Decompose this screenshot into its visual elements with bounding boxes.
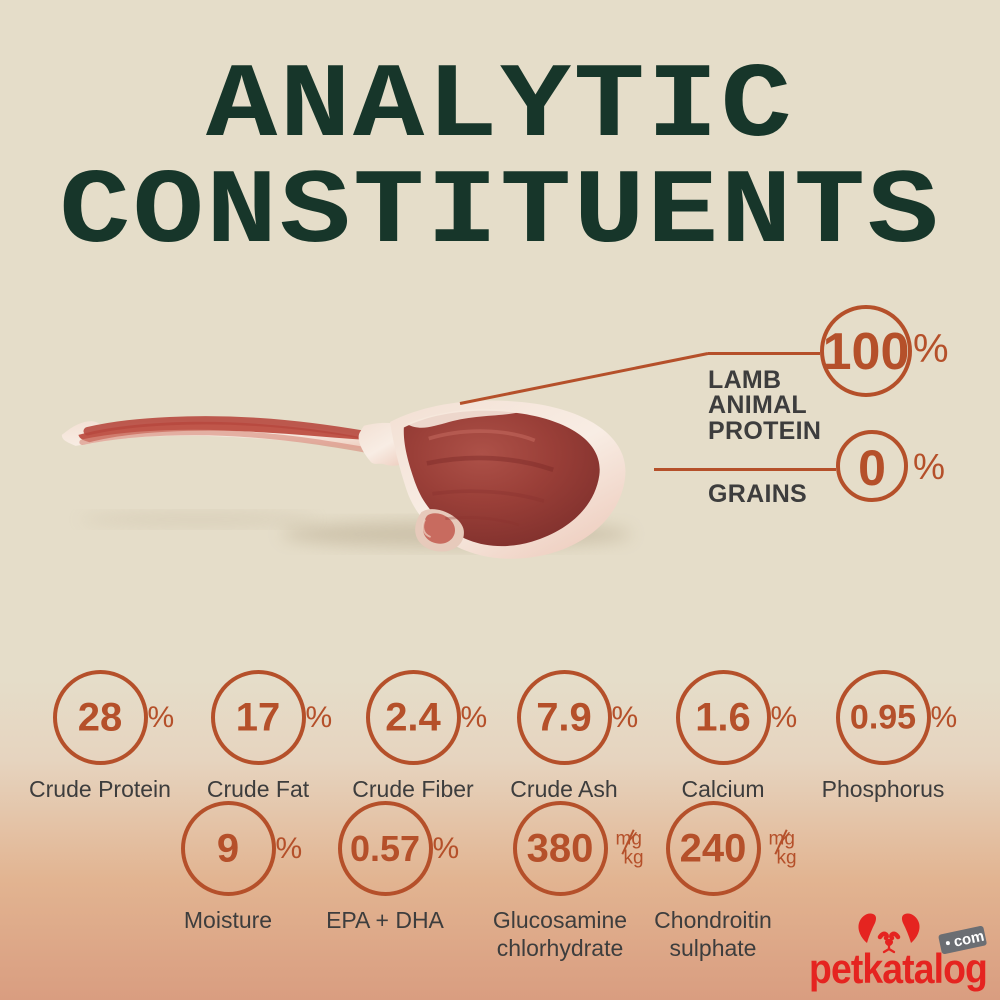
svg-text:petkatalog: petkatalog bbox=[809, 945, 987, 992]
